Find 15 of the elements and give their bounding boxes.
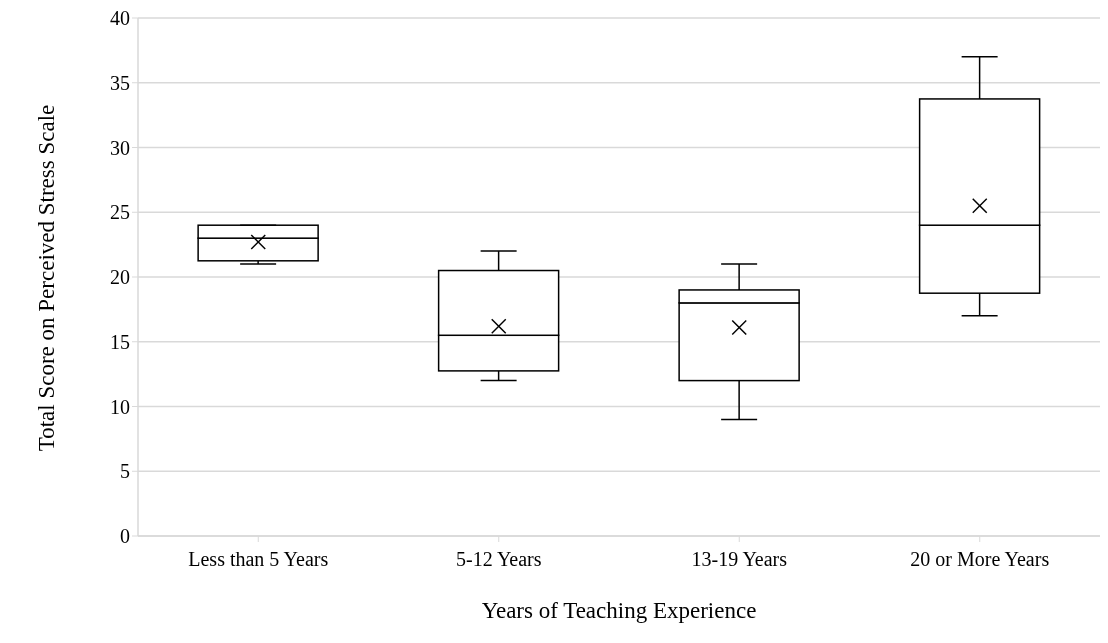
y-tick-label: 10 — [110, 395, 130, 418]
y-tick-label: 15 — [110, 330, 130, 353]
y-tick-label: 0 — [120, 525, 130, 548]
y-tick-label: 20 — [110, 266, 130, 289]
x-tick-label: Less than 5 Years — [188, 548, 329, 571]
y-tick-label: 40 — [110, 7, 130, 30]
y-axis-title: Total Score on Perceived Stress Scale — [33, 103, 60, 454]
y-tick-label: 5 — [120, 460, 130, 483]
x-axis-title: Years of Teaching Experience — [480, 598, 758, 624]
y-tick-label: 30 — [110, 136, 130, 159]
x-tick-label: 5-12 Years — [455, 548, 542, 571]
y-tick-label: 35 — [110, 71, 130, 94]
x-tick-label: 13-19 Years — [691, 548, 788, 571]
x-tick-label: 20 or More Years — [910, 548, 1050, 571]
y-tick-label: 25 — [110, 201, 130, 224]
